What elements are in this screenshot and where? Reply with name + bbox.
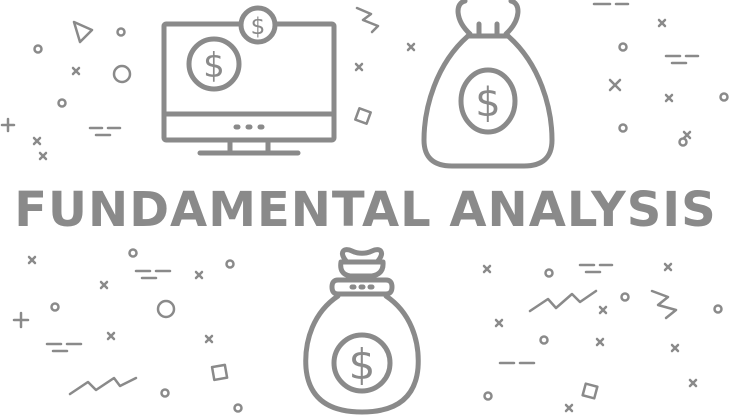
decorative-pattern [0, 2, 729, 413]
dollar-sign: $ [349, 340, 376, 389]
dollar-sign: $ [251, 14, 266, 40]
page-title: FUNDAMENTAL ANALYSIS [14, 182, 717, 238]
coin-icon: $ [238, 5, 278, 45]
money-bag-icon: $ [303, 247, 421, 415]
money-bag-icon: $ [421, 0, 555, 169]
coin-icon: $ [186, 36, 242, 92]
computer-monitor-icon [161, 21, 337, 156]
dollar-sign: $ [475, 80, 500, 126]
dollar-sign: $ [203, 46, 225, 86]
